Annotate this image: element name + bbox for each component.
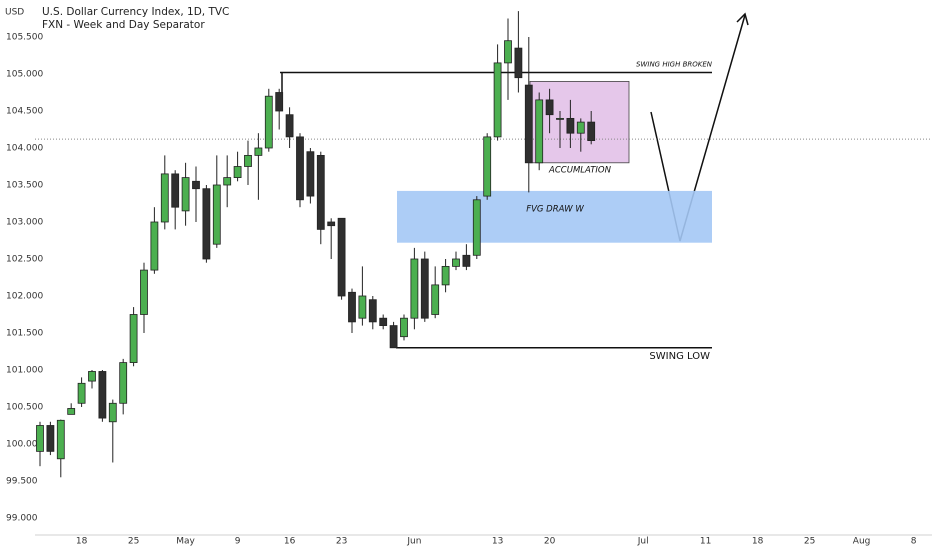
- candle-body: [556, 117, 564, 120]
- candle-body: [576, 121, 585, 134]
- x-tick-label: Jul: [637, 537, 649, 547]
- y-tick-label: 105.500: [6, 32, 43, 42]
- y-tick-label: 99.000: [6, 513, 38, 523]
- arrow-head: [736, 12, 749, 26]
- candle-body: [181, 177, 190, 212]
- candle-body: [483, 136, 492, 197]
- y-tick-label: 102.500: [6, 254, 43, 264]
- x-tick-label: 25: [804, 537, 815, 547]
- candle-body: [36, 425, 44, 452]
- candle-body: [358, 295, 367, 319]
- x-tick-label: 16: [284, 537, 296, 547]
- candle-body: [46, 425, 55, 452]
- candle-body: [472, 199, 481, 256]
- fvg-zone: [397, 190, 712, 243]
- y-tick-label: 100.500: [6, 402, 43, 412]
- candle-body: [129, 314, 138, 363]
- candle-body: [431, 284, 440, 315]
- candle-body: [452, 258, 460, 267]
- candle-body: [98, 371, 107, 419]
- y-tick-label: 100.000: [6, 439, 43, 449]
- candle-body: [545, 99, 554, 116]
- candle-body: [244, 154, 252, 167]
- candle-body: [223, 177, 232, 186]
- candle-body: [140, 269, 148, 315]
- x-tick-label: 23: [336, 537, 347, 547]
- candle-body: [327, 221, 336, 227]
- candle-body: [587, 121, 596, 141]
- candle-body: [535, 99, 544, 164]
- candle-body: [504, 40, 512, 64]
- chart-title: U.S. Dollar Currency Index, 1D, TVC: [42, 6, 229, 18]
- candle-body: [150, 221, 159, 271]
- fvg-label: FVG DRAW W: [526, 204, 584, 214]
- candle-body: [420, 258, 429, 319]
- candle-body: [171, 173, 180, 208]
- candle-body: [400, 317, 408, 338]
- candle-body: [56, 419, 65, 460]
- candle-body: [348, 291, 356, 323]
- y-tick-label: 104.000: [6, 143, 43, 153]
- x-tick-label: 25: [128, 537, 139, 547]
- candle-body: [212, 184, 221, 245]
- candle-body: [389, 325, 398, 349]
- x-tick-label: 9: [235, 537, 241, 547]
- x-tick-label: Jun: [406, 537, 421, 547]
- swing-high-label: SWING HIGH BROKEN: [636, 61, 713, 69]
- y-axis-label: USD: [5, 8, 24, 18]
- y-tick-label: 105.000: [6, 69, 43, 79]
- candle-body: [233, 166, 242, 178]
- candle-body: [368, 299, 377, 323]
- candle-body: [514, 47, 523, 79]
- swing-low-label: SWING LOW: [649, 351, 710, 362]
- accumulation-label: ACCUMLATION: [548, 165, 612, 175]
- y-tick-label: 102.000: [6, 291, 43, 301]
- candle-body: [441, 265, 450, 286]
- x-tick-label: May: [176, 537, 195, 547]
- candle-body: [88, 371, 96, 382]
- y-tick-label: 101.500: [6, 328, 43, 338]
- candle-body: [119, 362, 128, 404]
- candle-body: [566, 117, 575, 134]
- y-tick-label: 103.500: [6, 180, 43, 190]
- candle-body: [410, 258, 419, 319]
- x-tick-label: 8: [911, 537, 917, 547]
- chart-subtitle: FXN - Week and Day Separator: [42, 19, 205, 31]
- candle-body: [254, 147, 263, 156]
- x-tick-label: 13: [492, 537, 503, 547]
- candle-body: [316, 154, 325, 230]
- candle-body: [67, 408, 76, 415]
- candle-body: [192, 180, 200, 190]
- candle-body: [285, 114, 294, 138]
- y-tick-label: 101.000: [6, 365, 43, 375]
- candle-body: [462, 254, 471, 267]
- candle-body: [77, 382, 86, 404]
- x-tick-label: 18: [752, 537, 764, 547]
- y-tick-label: 103.000: [6, 217, 43, 227]
- x-tick-label: 20: [544, 537, 556, 547]
- y-tick-label: 104.500: [6, 106, 43, 116]
- candle-body: [306, 151, 315, 197]
- candle-body: [524, 84, 533, 164]
- candle-body: [202, 188, 211, 260]
- x-tick-label: Aug: [853, 537, 871, 547]
- y-tick-label: 99.500: [6, 476, 38, 486]
- candle-body: [337, 217, 346, 297]
- candle-body: [108, 402, 117, 423]
- candle-body: [275, 92, 284, 112]
- x-tick-label: 18: [76, 537, 88, 547]
- candle-body: [264, 95, 273, 149]
- x-tick-label: 11: [700, 537, 711, 547]
- candle-body: [296, 136, 304, 201]
- candle-body: [379, 317, 388, 326]
- candle-body: [493, 62, 502, 138]
- candle-body: [160, 173, 169, 223]
